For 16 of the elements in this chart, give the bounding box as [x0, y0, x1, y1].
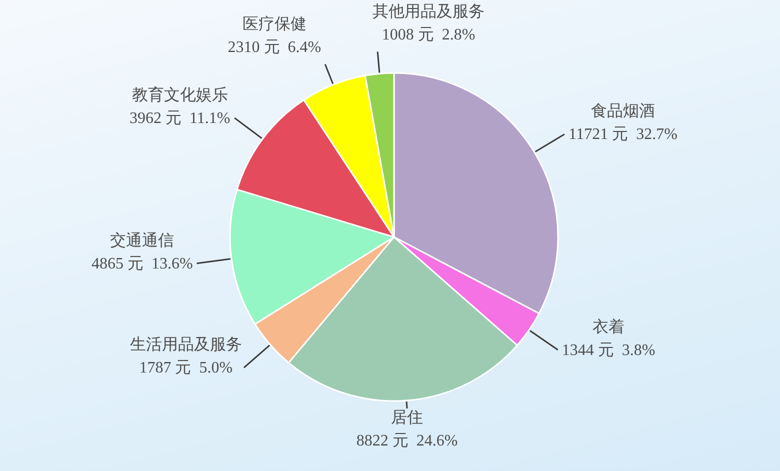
data-label: 2310 元 6.4% [228, 39, 322, 56]
slice-label: 医疗保健 [242, 15, 306, 34]
data-label: 8822 元 24.6% [356, 432, 458, 450]
data-label: 1787 元 5.0% [139, 360, 233, 377]
slice-label: 生活用品及服务 [130, 336, 242, 354]
data-label: 11721 元 32.7% [568, 126, 678, 144]
slice-label: 居住 [391, 410, 424, 427]
data-label: 1008 元 2.8% [382, 26, 476, 44]
slice-label: 其他用品及服务 [372, 2, 485, 21]
data-label: 1344 元 3.8% [562, 342, 656, 359]
slice-label: 食品烟酒 [591, 102, 656, 120]
data-label: 3962 元 11.1% [130, 110, 230, 127]
slice-label: 交通通信 [110, 231, 174, 250]
slice-label: 教育文化娱乐 [132, 86, 228, 104]
slice-label: 衣着 [592, 318, 625, 336]
data-label: 4865 元 13.6% [91, 255, 193, 272]
